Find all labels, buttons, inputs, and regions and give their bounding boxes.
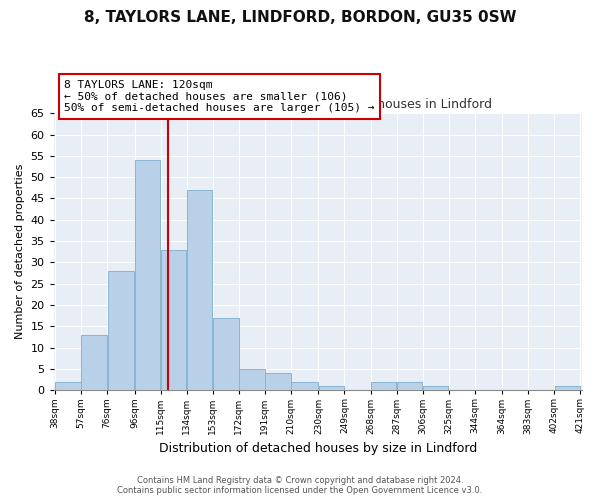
Bar	[187, 190, 212, 390]
Bar	[554, 386, 580, 390]
Bar	[82, 335, 107, 390]
Bar	[292, 382, 318, 390]
Bar	[265, 374, 290, 390]
Y-axis label: Number of detached properties: Number of detached properties	[15, 164, 25, 340]
Bar	[371, 382, 396, 390]
Title: Size of property relative to detached houses in Lindford: Size of property relative to detached ho…	[143, 98, 492, 110]
Bar	[107, 271, 134, 390]
X-axis label: Distribution of detached houses by size in Lindford: Distribution of detached houses by size …	[158, 442, 477, 455]
Bar	[319, 386, 344, 390]
Bar	[55, 382, 81, 390]
Text: 8 TAYLORS LANE: 120sqm
← 50% of detached houses are smaller (106)
50% of semi-de: 8 TAYLORS LANE: 120sqm ← 50% of detached…	[64, 80, 375, 113]
Bar	[423, 386, 448, 390]
Text: Contains HM Land Registry data © Crown copyright and database right 2024.
Contai: Contains HM Land Registry data © Crown c…	[118, 476, 482, 495]
Bar	[135, 160, 160, 390]
Bar	[397, 382, 422, 390]
Bar	[161, 250, 187, 390]
Bar	[213, 318, 239, 390]
Bar	[239, 369, 265, 390]
Text: 8, TAYLORS LANE, LINDFORD, BORDON, GU35 0SW: 8, TAYLORS LANE, LINDFORD, BORDON, GU35 …	[84, 10, 516, 25]
